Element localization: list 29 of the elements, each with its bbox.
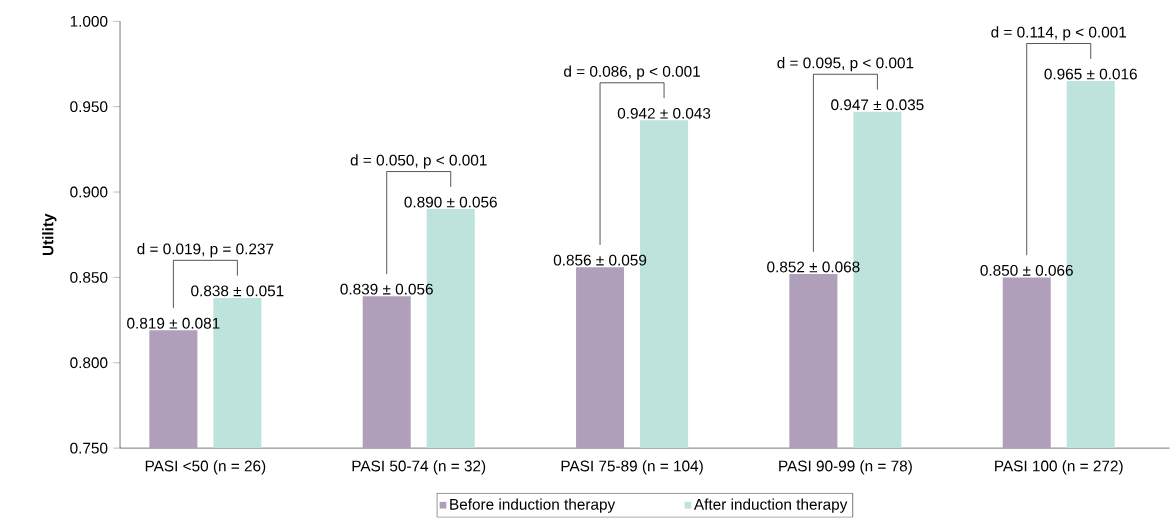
data-label: 0.838 ± 0.051 (191, 285, 284, 297)
x-tick-label: PASI <50 (n = 26) (145, 460, 266, 475)
y-tick-label: 0.750 (70, 442, 108, 454)
x-tick-label: PASI 90-99 (n = 78) (779, 460, 912, 475)
data-label: 0.856 ± 0.059 (553, 254, 647, 266)
y-tick-label: 1.000 (70, 16, 108, 27)
x-tick-label: PASI 100 (n = 272) (995, 460, 1123, 475)
data-label: 0.965 ± 0.016 (1044, 68, 1137, 80)
y-tick-label: 0.800 (70, 357, 108, 369)
x-tick-label: PASI 75-89 (n = 104) (561, 460, 703, 475)
data-label: 0.852 ± 0.068 (767, 261, 860, 273)
data-label: 0.819 ± 0.081 (127, 318, 220, 329)
data-label: 0.947 ± 0.035 (831, 99, 924, 111)
data-label: 0.942 ± 0.043 (617, 108, 711, 119)
data-label: 0.839 ± 0.056 (340, 283, 433, 295)
y-axis-title: Utility (42, 213, 57, 256)
annotation: d = 0.095, p < 0.001 (777, 57, 914, 72)
y-tick-label: 0.950 (70, 101, 108, 113)
annotation: d = 0.114, p < 0.001 (991, 26, 1127, 41)
annotation: d = 0.086, p < 0.001 (564, 65, 700, 81)
data-label: 0.850 ± 0.066 (980, 265, 1073, 277)
y-tick-label: 0.900 (70, 186, 108, 198)
annotation: d = 0.019, p = 0.237 (137, 243, 274, 258)
legend-label: Before induction therapy (450, 498, 616, 514)
legend-label: After induction therapy (693, 498, 848, 514)
data-label: 0.890 ± 0.056 (404, 196, 497, 208)
x-tick-label: PASI 50-74 (n = 32) (352, 460, 486, 475)
annotation: d = 0.050, p < 0.001 (350, 154, 487, 169)
y-tick-label: 0.850 (70, 272, 108, 284)
